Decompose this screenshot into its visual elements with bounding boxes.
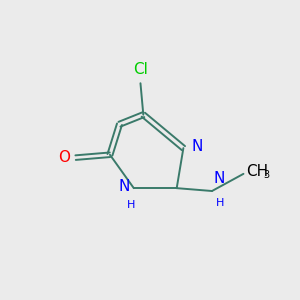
Text: N: N bbox=[118, 179, 130, 194]
Text: Cl: Cl bbox=[133, 62, 148, 77]
Text: N: N bbox=[213, 171, 225, 186]
Text: O: O bbox=[58, 150, 70, 165]
Text: 3: 3 bbox=[263, 170, 269, 180]
Text: CH: CH bbox=[246, 164, 268, 179]
Text: H: H bbox=[127, 200, 135, 210]
Text: H: H bbox=[215, 198, 224, 208]
Text: N: N bbox=[191, 139, 203, 154]
